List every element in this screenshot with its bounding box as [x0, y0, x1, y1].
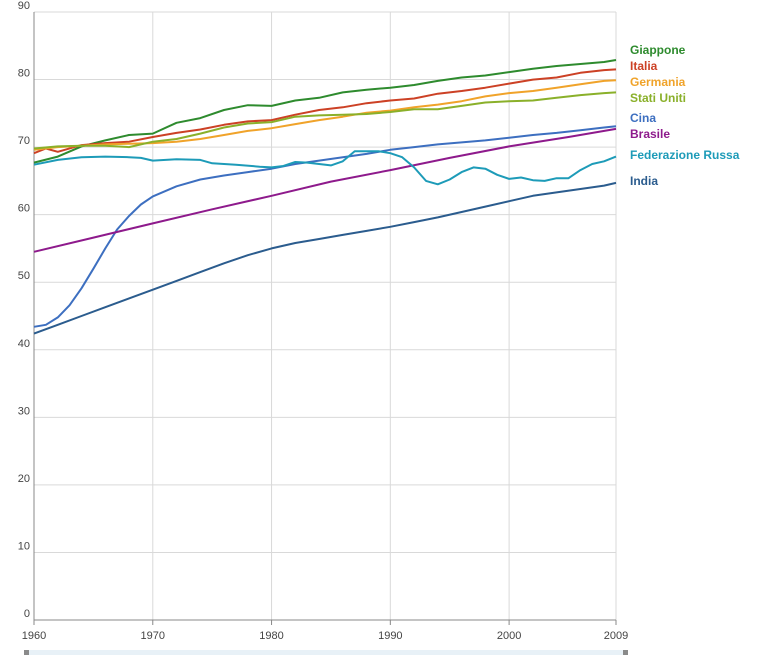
- x-tick-label: 1960: [22, 630, 46, 642]
- y-tick-label: 80: [18, 68, 30, 80]
- legend-label-stati-uniti: Stati Uniti: [630, 91, 686, 105]
- series-line-germania: [33, 79, 617, 151]
- series-line-india: [33, 181, 617, 335]
- legend-label-federazione-russa: Federazione Russa: [630, 148, 740, 162]
- gridlines: [33, 11, 617, 621]
- series-line-italia: [33, 68, 617, 155]
- y-tick-label: 30: [18, 405, 30, 417]
- y-tick-label: 0: [24, 608, 30, 620]
- legend-label-brasile: Brasile: [630, 127, 670, 141]
- x-tick-label: 1990: [378, 630, 402, 642]
- y-tick-label: 10: [18, 540, 30, 552]
- x-axis-ticks: 1960 1970 1980 1990 2000 2009: [22, 630, 628, 642]
- legend: Giappone Italia Germania Stati Uniti Cina Bra…: [630, 43, 740, 188]
- series-line-cina: [33, 125, 617, 328]
- y-tick-label: 40: [18, 338, 30, 350]
- series-lines: [33, 59, 617, 335]
- legend-label-india: India: [630, 174, 658, 188]
- horizontal-scrollbar[interactable]: [24, 650, 628, 655]
- series-line-brasile: [33, 127, 617, 253]
- legend-label-cina: Cina: [630, 111, 656, 125]
- y-axis-ticks: 0 10 20 30 40 50 60 70 80 90: [18, 0, 30, 620]
- y-tick-label: 90: [18, 0, 30, 12]
- legend-label-germania: Germania: [630, 75, 686, 89]
- y-tick-label: 20: [18, 473, 30, 485]
- legend-label-giappone: Giappone: [630, 43, 686, 57]
- x-tick-label: 1980: [259, 630, 283, 642]
- x-tick-label: 2009: [604, 630, 628, 642]
- axes: [33, 12, 617, 625]
- legend-label-italia: Italia: [630, 59, 658, 73]
- y-tick-label: 70: [18, 135, 30, 147]
- series-line-giappone: [33, 59, 617, 164]
- x-tick-label: 1970: [141, 630, 165, 642]
- x-tick-label: 2000: [497, 630, 521, 642]
- y-tick-label: 50: [18, 270, 30, 282]
- y-tick-label: 60: [18, 203, 30, 215]
- series-line-stati-uniti: [33, 91, 617, 150]
- series-line-federazione-russa: [33, 150, 617, 186]
